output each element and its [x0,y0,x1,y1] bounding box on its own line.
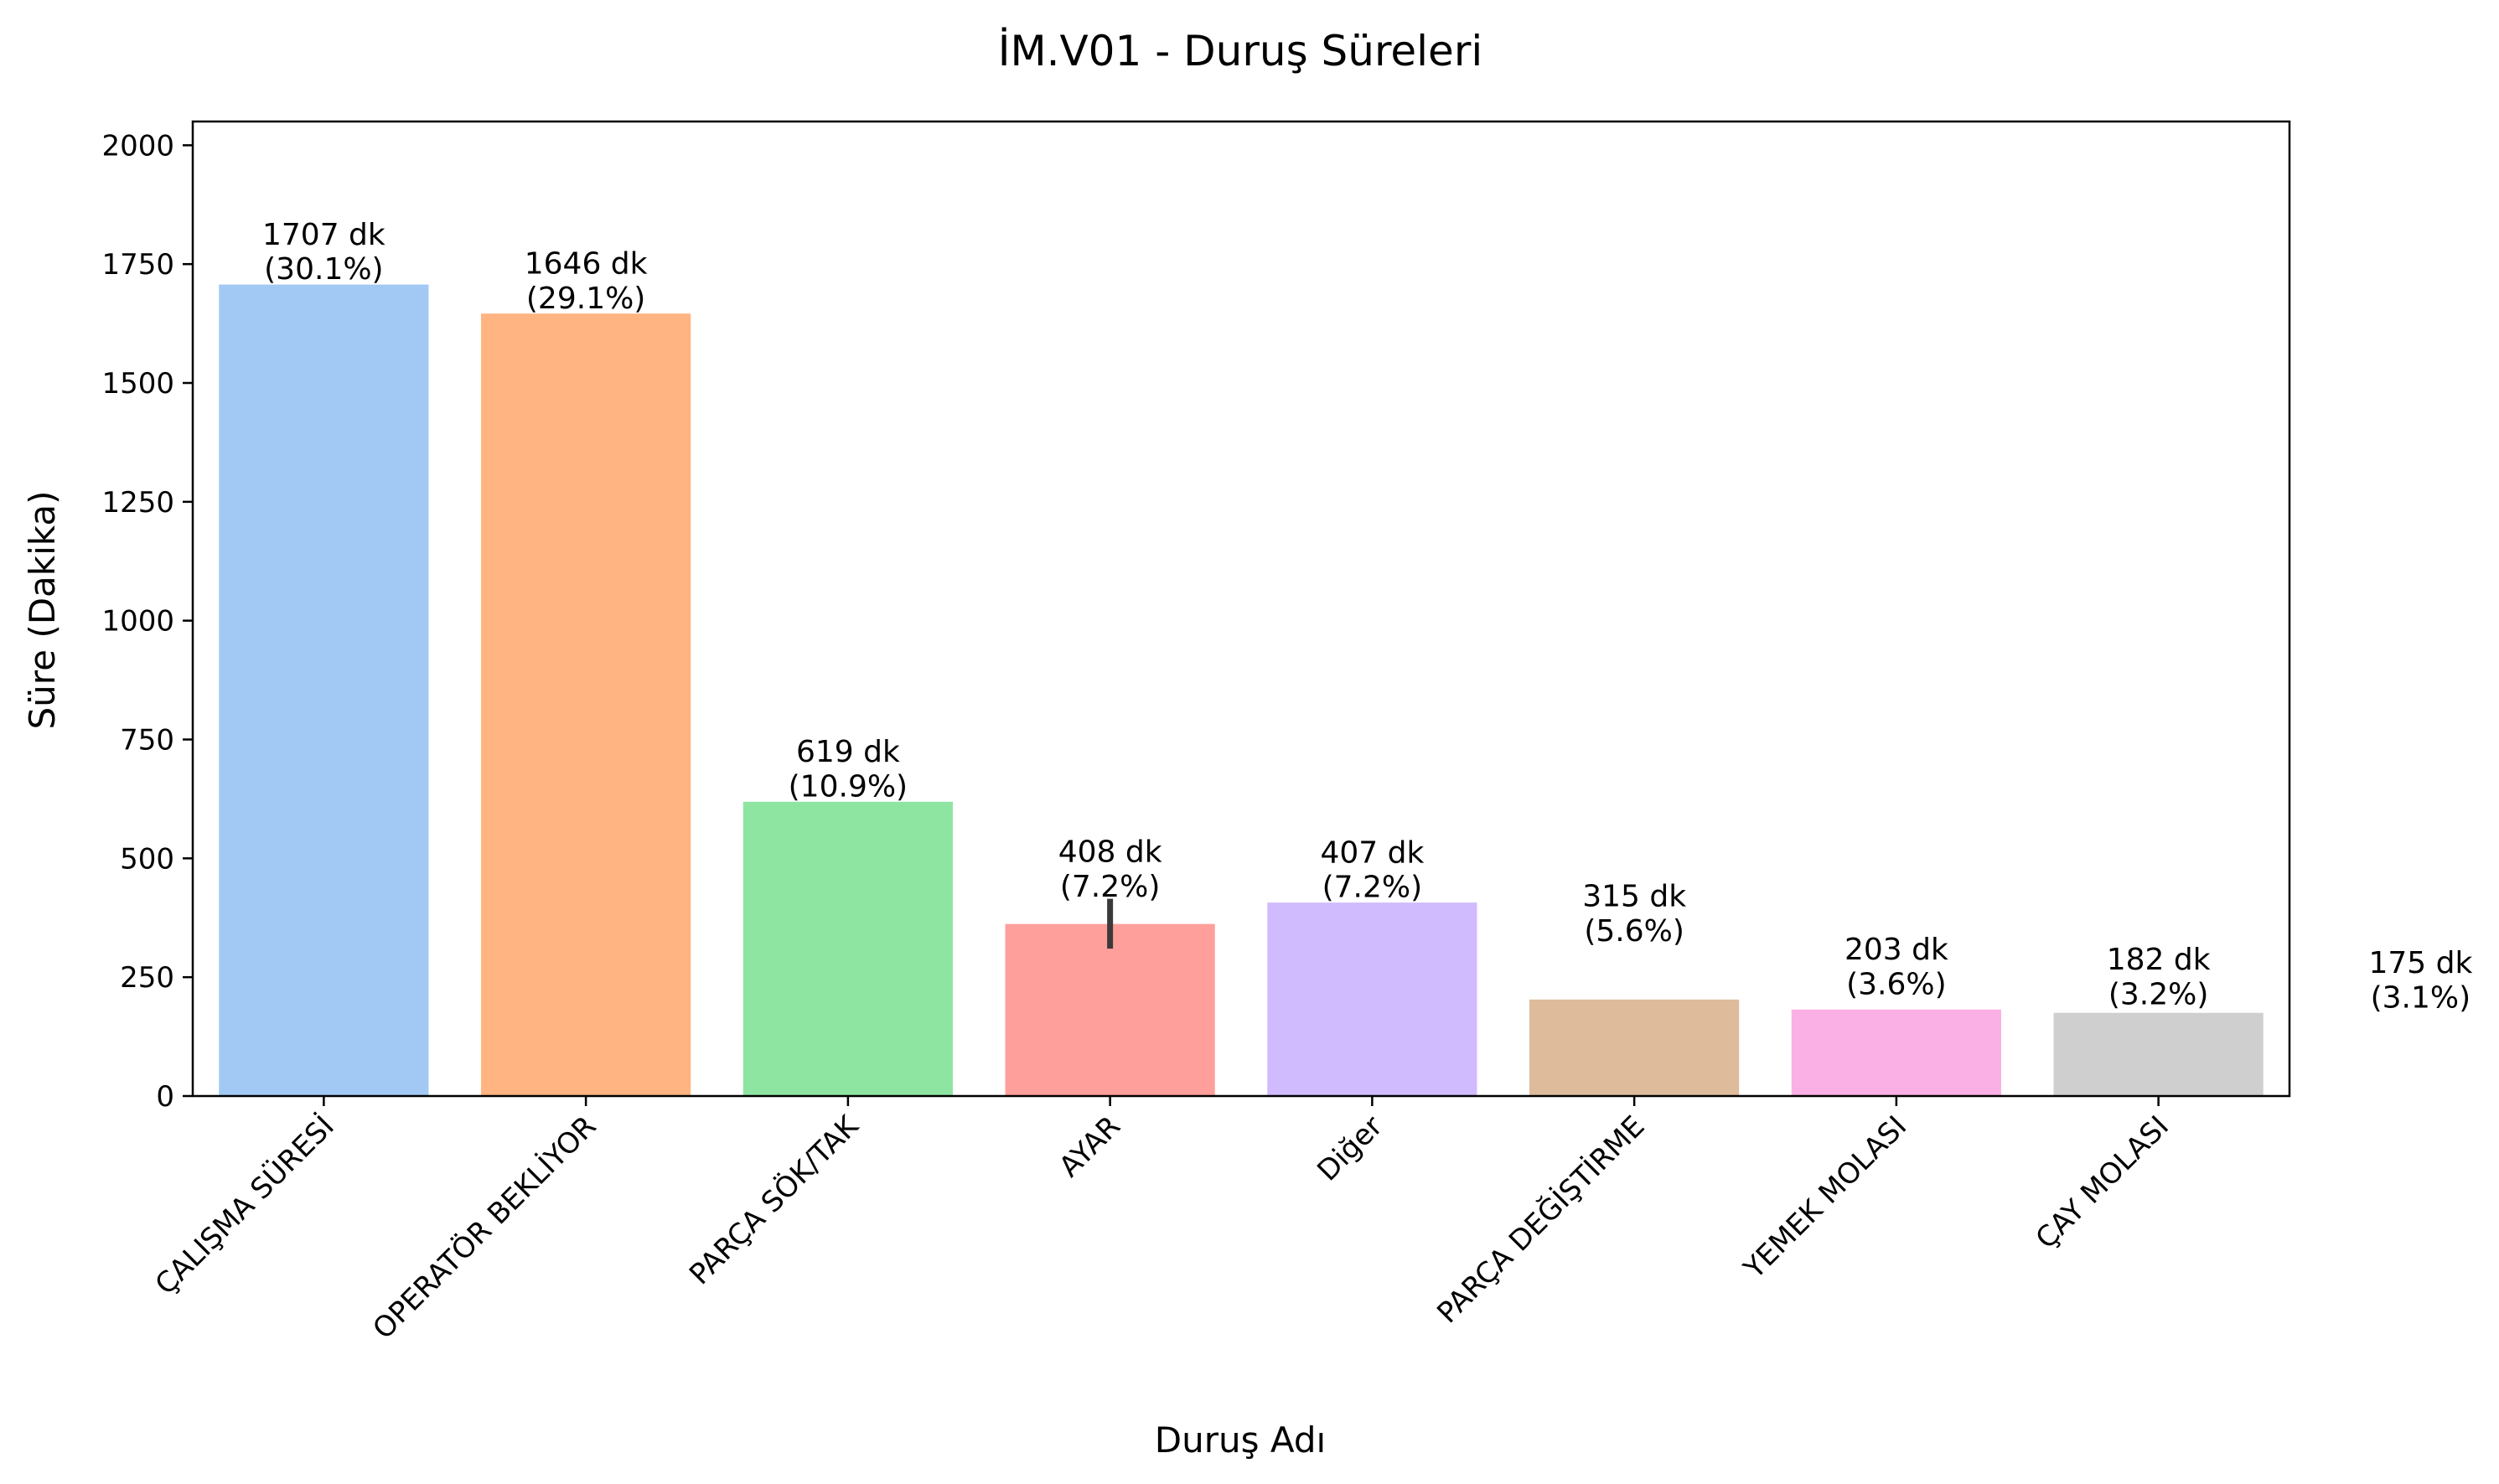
x-tick-label: OPERATÖR BEKLİYOR [366,1109,603,1346]
data-label-6: 315 dk (5.6%) [1582,879,1686,948]
data-label-4: 408 dk (7.2%) [1058,835,1162,904]
y-tick-label: 0 [156,1080,174,1114]
bar-8 [2053,1012,2264,1096]
y-tick-label: 750 [120,724,174,758]
data-labels-layer: 1707 dk (30.1%) 1646 dk (29.1%) 619 dk (10.9%… [262,218,2472,1016]
x-tick-label: AYAR [1053,1109,1127,1184]
x-tick-label: ÇALIŞMA SÜRESİ [148,1109,341,1301]
data-label-3: 619 dk (10.9%) [789,735,908,804]
data-label-7: 203 dk (3.6%) [1844,933,1948,1001]
x-axis: ÇALIŞMA SÜRESİ OPERATÖR BEKLİYOR PARÇA SÖK… [148,1096,2176,1346]
data-label-8: 182 dk (3.2%) [2107,943,2211,1011]
x-tick-label: PARÇA SÖK/TAK [682,1108,866,1291]
y-tick-label: 1000 [101,605,174,639]
data-label-2: 1646 dk (29.1%) [525,246,648,315]
bar-6 [1529,999,1740,1096]
x-tick-label: YEMEK MOLASI [1737,1109,1914,1286]
y-axis: 0 250 500 750 1000 1250 1500 1750 2000 [101,129,193,1114]
y-tick-label: 1250 [101,486,174,520]
bars-layer [219,284,2264,1097]
data-label-1: 1707 dk (30.1%) [262,218,385,287]
chart-title: İM.V01 - Duruş Süreleri [998,27,1483,75]
x-tick-label: PARÇA DEĞİŞTİRME [1431,1109,1652,1330]
x-tick-label: Diğer [1311,1109,1389,1187]
bar-7 [1791,1009,2001,1096]
data-label-9: 175 dk (3.1%) [2368,946,2472,1015]
bar-1 [219,284,429,1097]
y-tick-label: 1500 [101,367,174,401]
x-axis-title: Duruş Adı [1155,1419,1326,1461]
bar-5 [1267,902,1477,1096]
y-tick-label: 1750 [101,248,174,282]
plot-frame [191,120,2291,1098]
bar-4 [1005,923,1215,1096]
data-label-5: 407 dk (7.2%) [1320,835,1424,904]
y-axis-title: Süre (Dakika) [22,491,63,730]
bar-3 [742,801,953,1096]
y-tick-label: 500 [120,842,174,876]
y-tick-label: 250 [120,961,174,995]
bar-2 [481,313,691,1096]
y-tick-label: 2000 [101,129,174,163]
x-tick-label: ÇAY MOLASI [2030,1109,2176,1255]
